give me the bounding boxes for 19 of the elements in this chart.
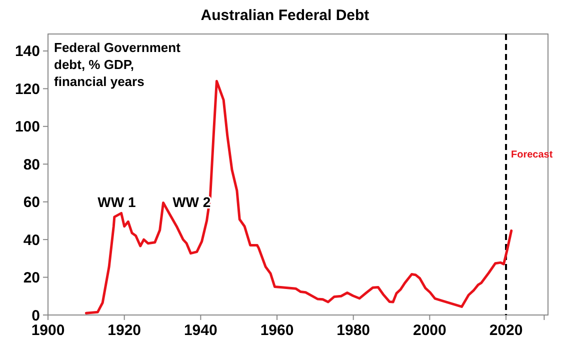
y-axis-title: Federal Government debt, % GDP, financial years xyxy=(54,40,182,89)
y-tick-label: 40 xyxy=(23,232,40,249)
y-tick-label: 120 xyxy=(14,80,40,98)
x-tick-label: 2020 xyxy=(489,322,523,339)
y-tick-label: 60 xyxy=(23,194,40,212)
x-tick-label: 1920 xyxy=(108,322,142,339)
y-tick-label: 80 xyxy=(23,156,40,174)
x-tick-label: 2000 xyxy=(412,322,446,339)
x-tick-label: 1980 xyxy=(336,322,370,339)
chart-title: Australian Federal Debt xyxy=(200,7,370,24)
x-tick-label: 1900 xyxy=(31,322,65,339)
x-tick-label: 1960 xyxy=(260,322,294,339)
y-tick-label: 100 xyxy=(14,118,40,136)
y-tick-label: 0 xyxy=(32,307,40,324)
annotation: WW 1 xyxy=(98,194,136,210)
x-tick-label: 1940 xyxy=(184,322,218,339)
ref-line-label: Forecast xyxy=(511,150,554,161)
y-tick-label: 140 xyxy=(14,43,40,60)
y-tick-label: 20 xyxy=(23,270,40,287)
